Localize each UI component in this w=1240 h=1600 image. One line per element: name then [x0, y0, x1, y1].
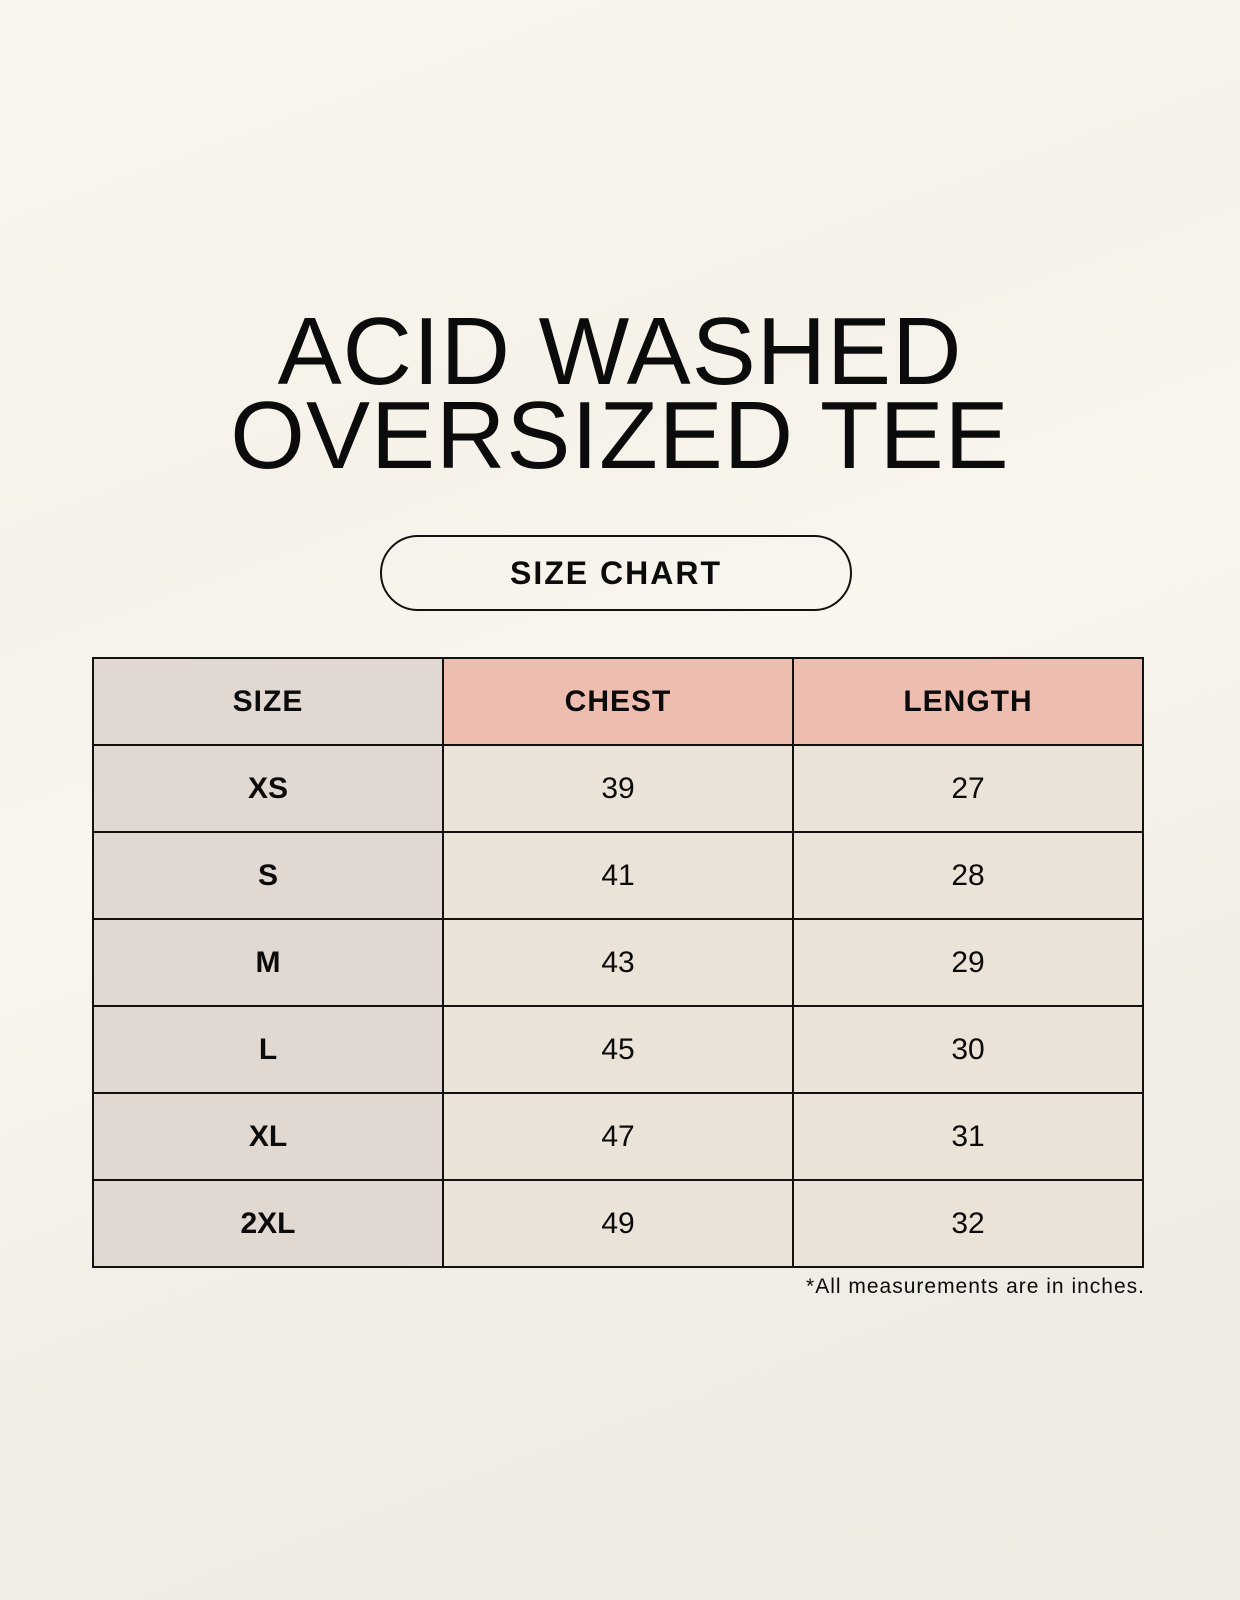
cell-size: L: [92, 1005, 444, 1094]
cell-length: 28: [792, 831, 1144, 920]
header-size: SIZE: [92, 657, 444, 746]
title-line-1: ACID WASHED: [277, 298, 963, 405]
cell-length: 31: [792, 1092, 1144, 1181]
cell-size: S: [92, 831, 444, 920]
table-row: XL 47 31: [92, 1092, 1144, 1181]
table-row: 2XL 49 32: [92, 1179, 1144, 1268]
table-row: M 43 29: [92, 918, 1144, 1007]
table-row: L 45 30: [92, 1005, 1144, 1094]
cell-chest: 47: [442, 1092, 794, 1181]
footnote: *All measurements are in inches.: [806, 1275, 1145, 1298]
table-header-row: SIZE CHEST LENGTH: [92, 657, 1144, 746]
cell-size: 2XL: [92, 1179, 444, 1268]
cell-size: XS: [92, 744, 444, 833]
cell-length: 29: [792, 918, 1144, 1007]
cell-length: 30: [792, 1005, 1144, 1094]
cell-length: 27: [792, 744, 1144, 833]
title-line-2: OVERSIZED TEE: [230, 382, 1010, 489]
cell-chest: 41: [442, 831, 794, 920]
table-row: XS 39 27: [92, 744, 1144, 833]
size-table: SIZE CHEST LENGTH XS 39 27 S 41 28 M 43 29 L 45 30 X…: [92, 657, 1144, 1268]
header-chest: CHEST: [442, 657, 794, 746]
cell-chest: 49: [442, 1179, 794, 1268]
cell-size: M: [92, 918, 444, 1007]
cell-chest: 39: [442, 744, 794, 833]
cell-size: XL: [92, 1092, 444, 1181]
header-length: LENGTH: [792, 657, 1144, 746]
page-title: ACID WASHED OVERSIZED TEE: [0, 298, 1240, 489]
table-row: S 41 28: [92, 831, 1144, 920]
size-chart-badge: SIZE CHART: [380, 535, 852, 611]
cell-chest: 43: [442, 918, 794, 1007]
cell-length: 32: [792, 1179, 1144, 1268]
cell-chest: 45: [442, 1005, 794, 1094]
